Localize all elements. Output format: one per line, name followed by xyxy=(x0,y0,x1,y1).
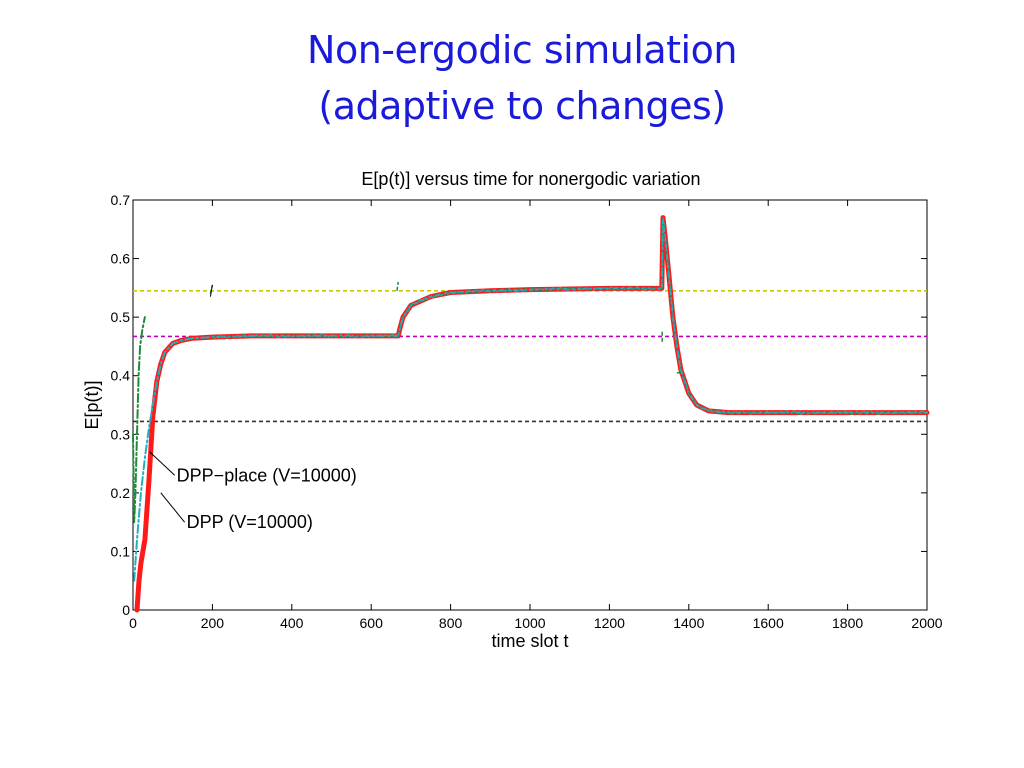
y-tick-label: 0.7 xyxy=(111,192,131,208)
transient-mark xyxy=(396,281,399,291)
series-line-3 xyxy=(132,316,146,524)
y-tick-label: 0 xyxy=(122,602,130,618)
x-tick-label: 1800 xyxy=(832,615,863,631)
x-tick-label: 1200 xyxy=(594,615,625,631)
y-tick-label: 0.4 xyxy=(111,368,131,384)
series-noise-overlay xyxy=(211,218,926,416)
annotation-label: DPP (V=10000) xyxy=(187,512,313,532)
x-tick-label: 200 xyxy=(201,615,225,631)
x-tick-label: 2000 xyxy=(911,615,942,631)
series-noise-overlay xyxy=(212,217,926,416)
x-tick-label: 400 xyxy=(280,615,304,631)
plot-area: 0 200 400 600 800 1000 1200 1400 1600 1800 2000 0 0.… xyxy=(111,192,943,631)
x-axis-label: time slot t xyxy=(491,631,568,651)
x-tick-label: 1000 xyxy=(514,615,545,631)
slide-title-line1: Non-ergodic simulation xyxy=(307,28,737,72)
y-tick-label: 0.3 xyxy=(111,426,131,442)
annotation-leader xyxy=(160,492,185,523)
transient-mark xyxy=(209,284,213,297)
x-tick-label: 800 xyxy=(439,615,463,631)
chart-title: E[p(t)] versus time for nonergodic varia… xyxy=(361,169,700,189)
y-tick-label: 0.1 xyxy=(111,543,131,559)
x-tick-label: 600 xyxy=(360,615,384,631)
y-tick-label: 0.2 xyxy=(111,485,131,501)
x-tick-label: 0 xyxy=(129,615,137,631)
x-tick-label: 1600 xyxy=(753,615,784,631)
annotation-label: DPP−place (V=10000) xyxy=(177,465,357,485)
x-tick-label: 1400 xyxy=(673,615,704,631)
y-tick-label: 0.6 xyxy=(111,251,131,267)
y-axis-label: E[p(t)] xyxy=(82,380,102,429)
slide-title-line2: (adaptive to changes) xyxy=(318,84,726,128)
axes-box xyxy=(132,199,928,611)
slide-title: Non-ergodic simulation (adaptive to chan… xyxy=(0,22,1024,134)
annotation-leader xyxy=(149,451,176,476)
y-tick-label: 0.5 xyxy=(111,309,131,325)
